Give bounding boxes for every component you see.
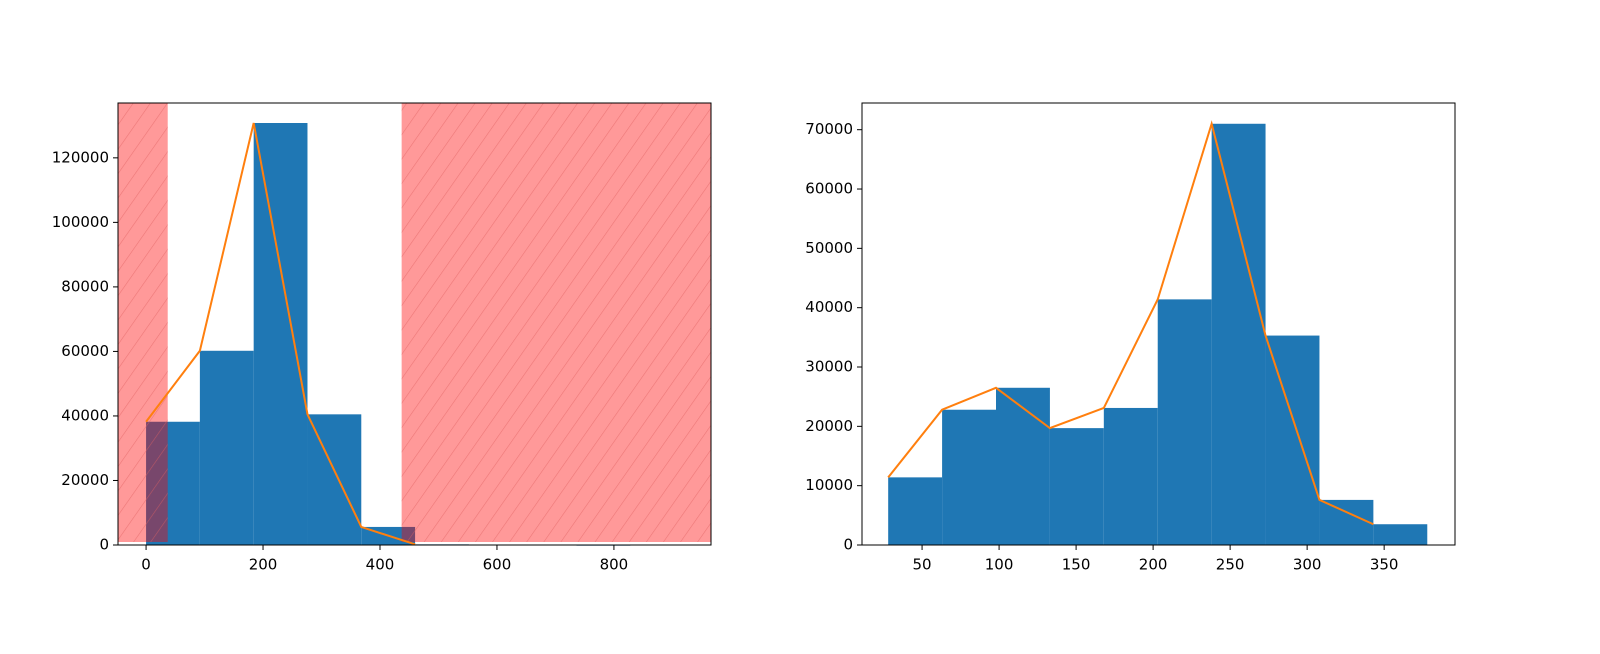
- x-tick-label: 300: [1293, 556, 1322, 574]
- x-tick-label: 600: [483, 556, 512, 574]
- y-tick-label: 120000: [52, 148, 109, 166]
- x-tick-label: 100: [985, 556, 1014, 574]
- y-tick-label: 10000: [805, 476, 853, 494]
- y-tick-label: 70000: [805, 120, 853, 138]
- bar: [996, 387, 1050, 545]
- x-tick-label: 350: [1370, 556, 1399, 574]
- x-tick-label: 200: [1139, 556, 1168, 574]
- y-tick-label: 100000: [52, 213, 109, 231]
- x-tick-label: 150: [1062, 556, 1091, 574]
- y-tick-label: 60000: [61, 342, 109, 360]
- bar: [1157, 299, 1212, 545]
- y-tick-label: 20000: [61, 471, 109, 489]
- x-tick-label: 50: [913, 556, 932, 574]
- bar: [1103, 407, 1158, 545]
- y-tick-label: 40000: [61, 406, 109, 424]
- y-tick-label: 40000: [805, 298, 853, 316]
- plot-frame: [117, 102, 712, 546]
- bar: [1265, 335, 1320, 545]
- bar: [1319, 499, 1374, 545]
- y-tick-label: 50000: [805, 239, 853, 257]
- y-tick-label: 0: [843, 536, 853, 554]
- bar: [307, 414, 362, 545]
- bar: [1211, 123, 1266, 545]
- bar: [199, 350, 254, 545]
- x-tick-label: 250: [1216, 556, 1245, 574]
- y-tick-label: 0: [99, 536, 109, 554]
- plot-frame: [861, 102, 1456, 546]
- y-tick-label: 60000: [805, 180, 853, 198]
- x-tick-label: 400: [366, 556, 395, 574]
- span-hatch: [118, 103, 168, 542]
- bar: [942, 409, 997, 545]
- bar: [1049, 428, 1104, 545]
- frequency-line: [887, 120, 1374, 526]
- x-tick-label: 800: [600, 556, 629, 574]
- bar: [888, 477, 943, 545]
- bar: [1373, 524, 1428, 545]
- y-tick-label: 20000: [805, 417, 853, 435]
- frequency-line: [145, 122, 416, 546]
- span-hatch: [401, 103, 711, 542]
- y-tick-label: 30000: [805, 358, 853, 376]
- x-tick-label: 0: [141, 556, 151, 574]
- bar: [253, 123, 308, 545]
- x-tick-label: 200: [249, 556, 278, 574]
- y-tick-label: 80000: [61, 277, 109, 295]
